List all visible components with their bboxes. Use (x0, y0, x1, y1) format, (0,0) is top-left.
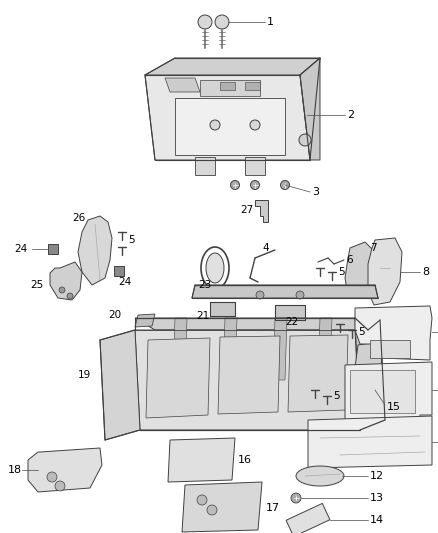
Polygon shape (114, 266, 124, 276)
Polygon shape (145, 75, 310, 160)
Polygon shape (168, 438, 235, 482)
Polygon shape (195, 157, 215, 175)
Text: 3: 3 (312, 187, 319, 197)
Polygon shape (370, 340, 410, 358)
Circle shape (207, 505, 217, 515)
Polygon shape (50, 262, 82, 300)
Polygon shape (352, 342, 382, 408)
Polygon shape (175, 98, 285, 155)
Polygon shape (210, 302, 235, 316)
Polygon shape (192, 285, 378, 298)
Polygon shape (145, 58, 320, 75)
Polygon shape (78, 216, 112, 285)
Polygon shape (173, 318, 187, 380)
Circle shape (299, 134, 311, 146)
Circle shape (291, 493, 301, 503)
Circle shape (296, 291, 304, 299)
Polygon shape (146, 338, 210, 418)
Polygon shape (308, 416, 432, 468)
Text: 25: 25 (30, 280, 43, 290)
Polygon shape (135, 318, 368, 330)
Polygon shape (345, 242, 375, 298)
Polygon shape (273, 318, 287, 380)
Polygon shape (355, 318, 385, 430)
Polygon shape (245, 157, 265, 175)
Polygon shape (300, 58, 320, 160)
Polygon shape (350, 370, 415, 413)
Circle shape (210, 120, 220, 130)
Polygon shape (48, 244, 58, 254)
Circle shape (215, 15, 229, 29)
Circle shape (251, 181, 259, 190)
Polygon shape (218, 336, 280, 414)
Text: 26: 26 (72, 213, 85, 223)
Polygon shape (345, 362, 432, 420)
Text: 13: 13 (370, 493, 384, 503)
Text: 22: 22 (285, 317, 298, 327)
Polygon shape (220, 82, 235, 90)
Polygon shape (245, 82, 260, 90)
Polygon shape (182, 482, 262, 532)
Text: 24: 24 (118, 277, 131, 287)
Text: 12: 12 (370, 471, 384, 481)
Circle shape (250, 120, 260, 130)
Polygon shape (100, 330, 140, 440)
Polygon shape (275, 305, 305, 320)
Text: 19: 19 (78, 370, 91, 380)
Circle shape (197, 495, 207, 505)
Text: 5: 5 (338, 267, 345, 277)
Text: 5: 5 (358, 327, 364, 337)
Text: 8: 8 (422, 267, 429, 277)
Polygon shape (28, 448, 102, 492)
Circle shape (67, 293, 73, 299)
Text: 18: 18 (8, 465, 22, 475)
Text: 15: 15 (387, 402, 401, 412)
Text: 2: 2 (347, 110, 354, 120)
Polygon shape (200, 80, 260, 96)
Ellipse shape (206, 253, 224, 283)
Polygon shape (368, 238, 402, 305)
Polygon shape (165, 78, 200, 92)
Ellipse shape (296, 466, 344, 486)
Circle shape (198, 15, 212, 29)
Text: 1: 1 (267, 17, 274, 27)
Text: 27: 27 (240, 205, 253, 215)
Polygon shape (135, 330, 360, 430)
Text: 21: 21 (196, 311, 209, 321)
Circle shape (47, 472, 57, 482)
Polygon shape (286, 503, 330, 533)
Text: 24: 24 (14, 244, 27, 254)
Text: 14: 14 (370, 515, 384, 525)
Polygon shape (135, 314, 155, 327)
Circle shape (55, 481, 65, 491)
Polygon shape (318, 318, 332, 380)
Circle shape (230, 181, 240, 190)
Text: 4: 4 (262, 243, 268, 253)
Text: 20: 20 (108, 310, 121, 320)
Text: 23: 23 (198, 280, 211, 290)
Text: 17: 17 (266, 503, 280, 513)
Text: 5: 5 (333, 391, 339, 401)
Text: 7: 7 (370, 243, 377, 253)
Polygon shape (355, 306, 432, 360)
Text: 16: 16 (238, 455, 252, 465)
Text: 6: 6 (346, 255, 353, 265)
Text: 5: 5 (128, 235, 134, 245)
Circle shape (59, 287, 65, 293)
Polygon shape (223, 318, 237, 380)
Circle shape (280, 181, 290, 190)
Polygon shape (288, 335, 348, 412)
Circle shape (256, 291, 264, 299)
Polygon shape (255, 200, 268, 222)
